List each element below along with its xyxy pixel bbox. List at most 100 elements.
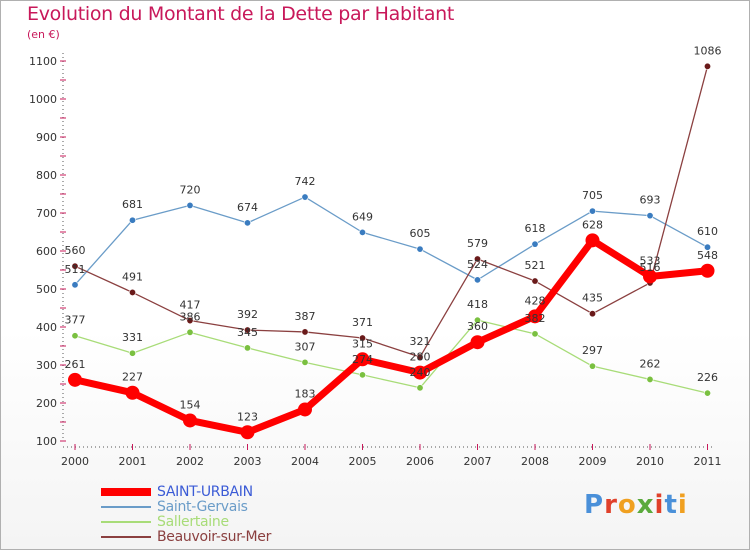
data-label: 516	[640, 261, 661, 274]
x-tick-label: 2011	[694, 455, 722, 468]
legend-label: Saint-Gervais	[157, 499, 248, 515]
data-point	[531, 330, 539, 338]
x-tick-label: 2003	[234, 455, 262, 468]
data-label: 674	[237, 201, 258, 214]
chart-title: Evolution du Montant de la Dette par Hab…	[27, 3, 455, 25]
x-tick-label: 2007	[464, 455, 492, 468]
data-point	[301, 358, 309, 366]
x-tick-label: 2000	[61, 455, 89, 468]
data-label: 360	[467, 320, 488, 333]
data-point	[186, 201, 194, 209]
data-point	[473, 316, 481, 324]
x-tick-label: 2002	[176, 455, 204, 468]
data-point	[244, 219, 252, 227]
series-line	[74, 65, 709, 358]
data-point	[71, 332, 79, 340]
data-point	[588, 207, 596, 215]
data-point	[531, 277, 539, 285]
data-label: 307	[295, 340, 316, 353]
data-label: 742	[295, 175, 316, 188]
data-point	[643, 269, 657, 284]
data-label: 417	[180, 299, 201, 312]
data-point	[240, 425, 255, 440]
data-point	[301, 193, 309, 201]
data-point	[646, 375, 654, 383]
data-label: 521	[525, 259, 546, 272]
data-point	[416, 353, 424, 361]
proxiti-logo: Proxiti	[584, 490, 688, 520]
y-tick-label: 600	[36, 245, 57, 258]
data-point	[186, 317, 194, 325]
data-point	[244, 326, 252, 334]
chart-subtitle: (en €)	[27, 28, 60, 41]
data-label: 428	[525, 294, 546, 307]
data-label: 1086	[694, 44, 722, 57]
data-label: 605	[410, 227, 431, 240]
data-label: 392	[237, 308, 258, 321]
x-tick-label: 2010	[636, 455, 664, 468]
data-point	[531, 240, 539, 248]
y-tick-label: 500	[36, 283, 57, 296]
data-point	[301, 328, 309, 336]
data-point	[129, 288, 137, 296]
data-label: 720	[180, 183, 201, 196]
data-label: 345	[237, 326, 258, 339]
data-point	[588, 310, 596, 318]
data-point	[416, 384, 424, 392]
data-point	[355, 352, 370, 367]
data-point	[700, 263, 715, 278]
data-label: 240	[410, 366, 431, 379]
data-point	[358, 228, 366, 236]
data-label: 297	[582, 344, 603, 357]
data-label: 274	[352, 353, 373, 366]
data-label: 628	[582, 218, 603, 231]
y-tick-label: 400	[36, 321, 57, 334]
data-label: 280	[410, 351, 431, 364]
data-point	[470, 335, 485, 350]
series-line	[74, 196, 709, 286]
legend-label: Beauvoir-sur-Mer	[157, 529, 272, 545]
data-label: 382	[525, 312, 546, 325]
data-label: 377	[65, 314, 86, 327]
series-line	[74, 319, 709, 394]
data-label: 491	[122, 270, 143, 283]
legend-label: SAINT-URBAIN	[157, 484, 253, 500]
data-label: 533	[640, 254, 661, 267]
data-point	[646, 212, 654, 220]
data-label: 524	[467, 258, 488, 271]
y-tick-label: 100	[36, 435, 57, 448]
data-label: 315	[352, 337, 373, 350]
data-point	[244, 344, 252, 352]
data-point	[473, 276, 481, 284]
x-tick-label: 2005	[349, 455, 377, 468]
data-label: 123	[237, 410, 258, 423]
data-label: 649	[352, 210, 373, 223]
data-label: 387	[295, 310, 316, 323]
data-label: 154	[180, 398, 201, 411]
x-tick-label: 2009	[579, 455, 607, 468]
data-label: 226	[697, 371, 718, 384]
data-point	[71, 262, 79, 270]
y-tick-label: 700	[36, 207, 57, 220]
legend-swatch	[101, 488, 151, 496]
y-tick-label: 200	[36, 397, 57, 410]
data-point	[129, 349, 137, 357]
data-point	[703, 389, 711, 397]
y-tick-label: 1100	[29, 55, 57, 68]
data-label: 681	[122, 198, 143, 211]
data-point	[71, 281, 79, 289]
data-point	[129, 216, 137, 224]
x-tick-label: 2008	[521, 455, 549, 468]
data-label: 705	[582, 189, 603, 202]
data-label: 693	[640, 194, 661, 207]
data-point	[298, 402, 312, 417]
data-label: 418	[467, 298, 488, 311]
data-point	[68, 372, 82, 387]
data-label: 618	[525, 222, 546, 235]
data-point	[528, 309, 542, 324]
data-point	[585, 233, 600, 248]
data-point	[358, 334, 366, 342]
data-label: 331	[122, 331, 143, 344]
data-label: 183	[295, 387, 316, 400]
